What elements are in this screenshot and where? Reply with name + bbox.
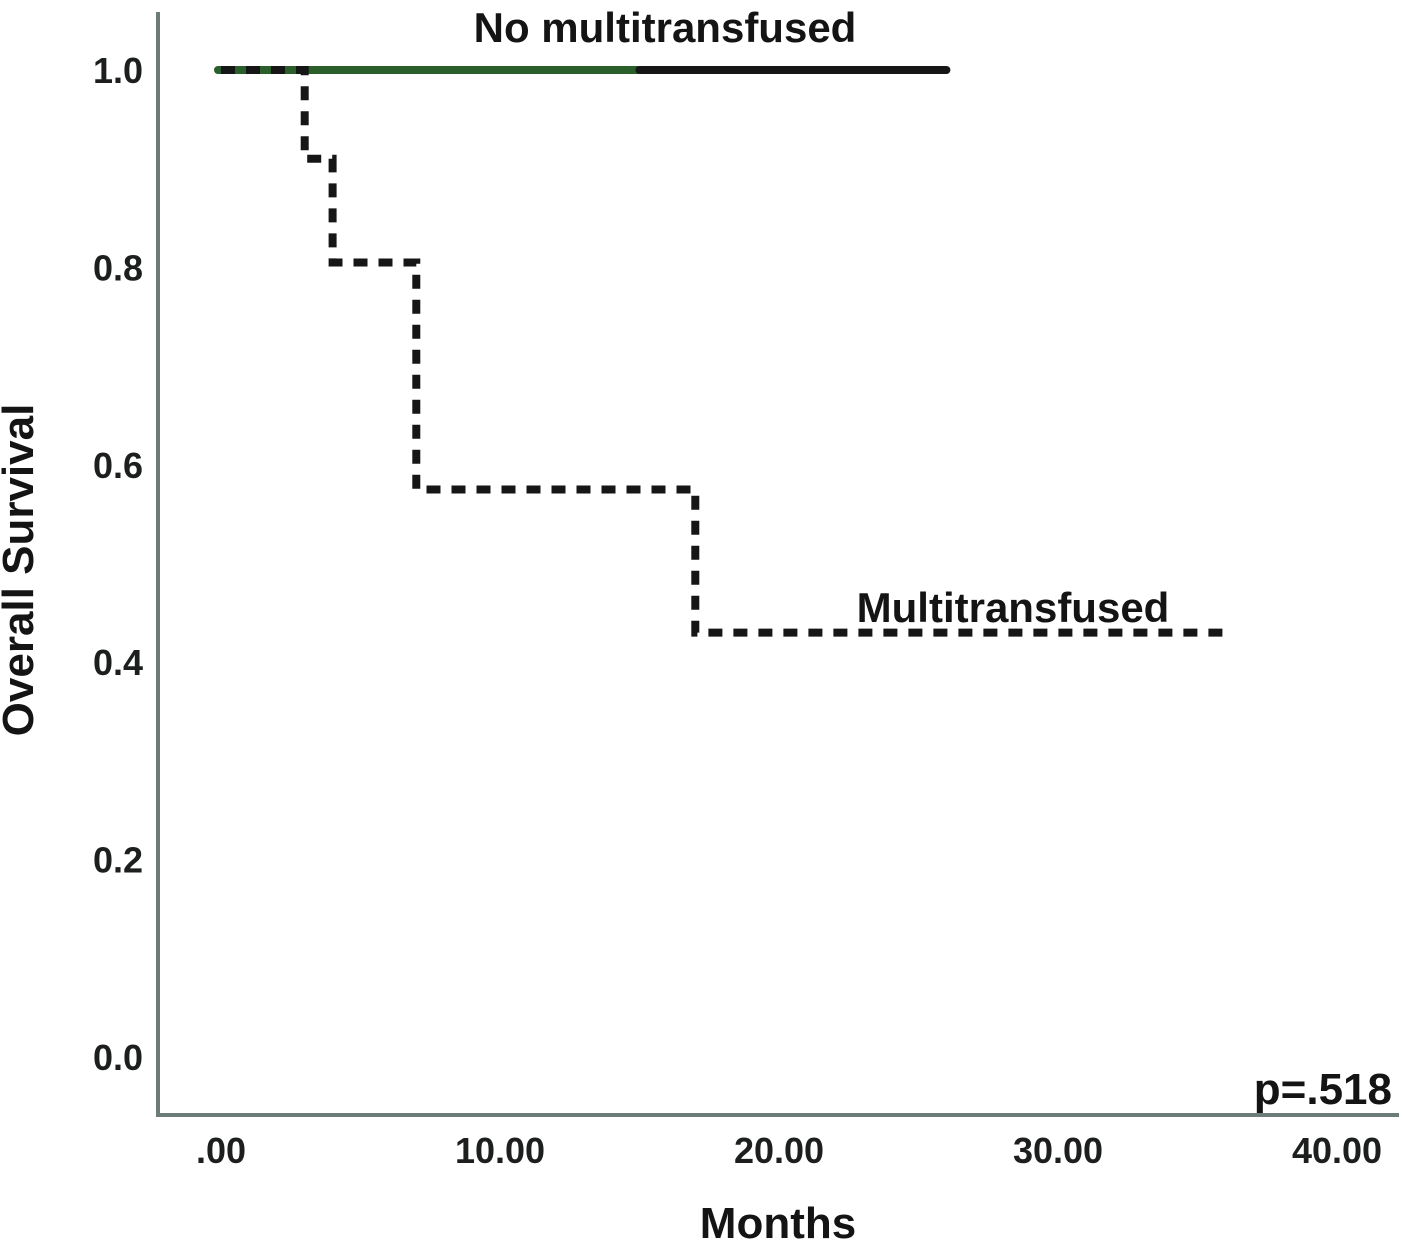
multitransfused-line: [221, 66, 1226, 637]
x-tick-label: .00: [196, 1130, 246, 1171]
dashed-series-label: Multitransfused: [857, 584, 1170, 631]
y-tick-label: 0.8: [93, 247, 143, 288]
solid-series-label: No multitransfused: [474, 4, 857, 51]
y-tick-labels: 0.0 0.2 0.4 0.6 0.8 1.0: [93, 50, 143, 1078]
y-tick-label: 0.0: [93, 1037, 143, 1078]
y-tick-label: 0.6: [93, 445, 143, 486]
x-tick-label: 40.00: [1292, 1130, 1382, 1171]
p-value-annotation: p=.518: [1254, 1065, 1392, 1114]
x-axis-title: Months: [700, 1199, 856, 1248]
y-tick-label: 0.2: [93, 840, 143, 881]
x-tick-label: 30.00: [1013, 1130, 1103, 1171]
x-tick-label: 20.00: [734, 1130, 824, 1171]
y-tick-label: 1.0: [93, 50, 143, 91]
y-axis-title: Overall Survival: [0, 404, 43, 737]
x-tick-label: 10.00: [455, 1130, 545, 1171]
x-tick-labels: .00 10.00 20.00 30.00 40.00: [196, 1130, 1382, 1171]
y-tick-label: 0.4: [93, 642, 143, 683]
